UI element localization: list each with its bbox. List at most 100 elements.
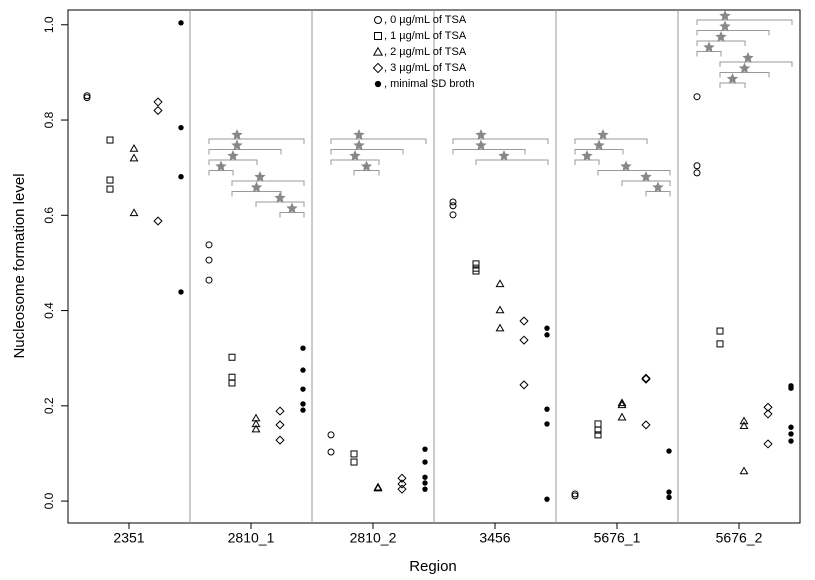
significance-bracket [330, 159, 380, 165]
point [594, 420, 602, 428]
significance-bracket [452, 149, 526, 155]
point [373, 483, 383, 492]
point [178, 289, 184, 295]
point [544, 325, 550, 331]
point [763, 402, 773, 412]
point [422, 486, 428, 492]
point [449, 198, 457, 206]
point [788, 424, 794, 430]
point [153, 216, 163, 226]
significance-star [250, 181, 263, 193]
point [716, 340, 724, 348]
x-tick-label: 5676_2 [716, 530, 763, 546]
legend-label: , 0 µg/mL of TSA [384, 14, 467, 26]
legend-marker [372, 46, 384, 56]
point [106, 136, 114, 144]
point [397, 484, 407, 494]
point [544, 332, 550, 338]
point [519, 316, 529, 326]
significance-star [652, 181, 664, 193]
y-tick-label: 0.6 [42, 207, 56, 224]
significance-star [581, 150, 593, 161]
point [495, 279, 505, 288]
y-tick-label: 0.4 [42, 302, 56, 319]
point [788, 431, 794, 437]
point [83, 94, 91, 102]
point [544, 406, 550, 412]
significance-bracket [330, 138, 427, 144]
significance-bracket [208, 138, 305, 144]
point [275, 420, 285, 430]
point [472, 267, 480, 275]
significance-bracket [719, 82, 746, 88]
point [422, 459, 428, 465]
point [228, 379, 236, 387]
point [422, 446, 428, 452]
point [300, 401, 306, 407]
point [251, 424, 261, 433]
significance-bracket [621, 180, 671, 186]
significance-star [286, 202, 298, 214]
point [495, 305, 505, 314]
point [693, 169, 701, 177]
significance-bracket [645, 191, 671, 197]
significance-bracket [231, 180, 305, 186]
significance-star [254, 171, 266, 182]
significance-star [215, 160, 227, 172]
significance-bracket [475, 159, 549, 165]
point [275, 435, 285, 445]
significance-bracket [574, 159, 600, 165]
point [449, 211, 457, 219]
significance-star [349, 150, 361, 161]
point [571, 492, 579, 500]
point [178, 124, 184, 131]
point [472, 260, 480, 268]
x-tick-label: 3456 [479, 530, 510, 546]
point [228, 373, 236, 381]
significance-star [227, 150, 239, 161]
significance-bracket [330, 149, 404, 155]
point [544, 421, 550, 427]
point [739, 416, 749, 425]
point [300, 345, 306, 351]
y-tick-label: 1.0 [42, 16, 56, 33]
significance-bracket [208, 159, 258, 165]
point [763, 409, 773, 419]
significance-bracket [597, 170, 671, 176]
significance-star [360, 160, 373, 172]
significance-bracket [696, 40, 746, 46]
significance-bracket [719, 72, 770, 78]
significance-star [719, 20, 731, 32]
x-tick-label: 2810_2 [350, 530, 397, 546]
significance-star [593, 139, 605, 151]
point [519, 380, 529, 390]
legend-marker [374, 32, 382, 40]
point [251, 419, 261, 428]
point [594, 431, 602, 439]
significance-bracket [574, 138, 648, 144]
significance-star [620, 160, 632, 172]
legend-label: , 3 µg/mL of TSA [384, 62, 467, 74]
legend-label: , 1 µg/mL of TSA [384, 30, 467, 42]
x-tick-label: 2351 [113, 530, 144, 546]
point [617, 400, 627, 409]
point [83, 92, 91, 100]
point [205, 241, 213, 249]
significance-star [640, 171, 652, 182]
significance-star [231, 139, 243, 151]
point [228, 353, 236, 361]
significance-bracket [279, 212, 305, 218]
significance-star [475, 139, 487, 151]
point [739, 466, 749, 475]
y-tick-label: 0.0 [42, 492, 56, 509]
point [666, 448, 672, 454]
point [106, 176, 114, 184]
significance-star [353, 129, 365, 140]
significance-bracket [696, 30, 770, 36]
point [693, 162, 701, 170]
point [763, 439, 773, 449]
point [594, 426, 602, 434]
x-tick-label: 5676_1 [594, 530, 641, 546]
significance-star [231, 129, 243, 140]
